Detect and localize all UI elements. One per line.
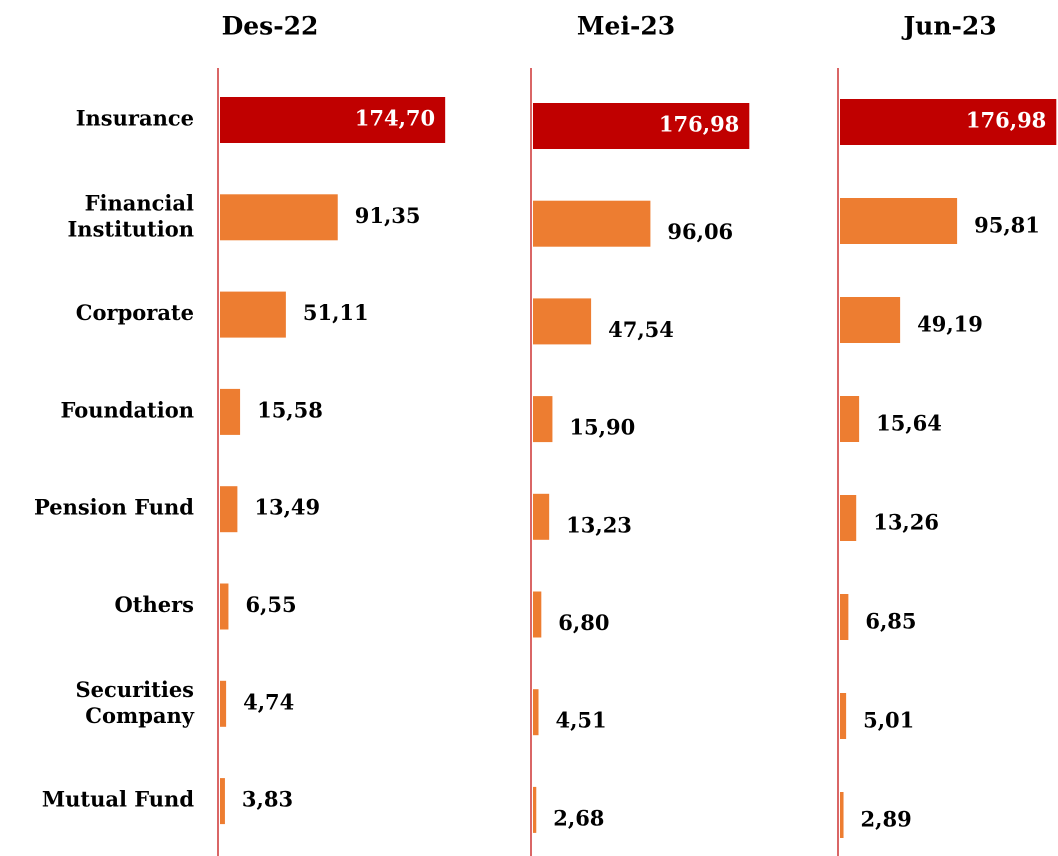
value-label: 51,11 [303,300,369,325]
bar [533,298,592,345]
value-label: 47,54 [608,317,674,342]
bar [220,486,238,533]
value-label: 13,23 [566,512,632,537]
category-label: Corporate [76,300,194,325]
bar [533,591,542,638]
bar [840,198,958,244]
category-label: Others [114,592,194,617]
value-label: 5,01 [863,708,914,733]
category-label: Foundation [60,397,194,422]
value-label: 6,80 [558,610,609,635]
bar [220,291,286,338]
category-label: Insurance [76,106,194,131]
bar [533,786,537,833]
bar [220,778,225,825]
bar [840,594,849,640]
value-label: 2,89 [861,807,912,832]
category-label: Mutual Fund [42,787,194,812]
value-label: 49,19 [917,312,983,337]
panel-title: Mei-23 [577,12,675,41]
value-label: 91,35 [355,203,421,228]
bar [533,200,651,247]
value-label: 3,83 [242,787,293,812]
bar [220,194,338,241]
value-label: 174,70 [355,106,435,131]
bar [840,495,857,541]
bar [840,693,847,739]
bar [840,792,844,838]
value-label: 95,81 [974,213,1040,238]
value-label: 6,55 [245,592,296,617]
bar [220,388,241,435]
bar [220,97,446,143]
value-label: 176,98 [966,108,1046,133]
value-label: 15,58 [257,397,323,422]
bar [840,297,901,343]
value-label: 13,49 [254,495,320,520]
value-label: 15,64 [876,411,942,436]
bar [533,396,553,443]
value-label: 13,26 [873,510,939,535]
value-label: 15,90 [569,415,635,440]
bar [533,103,750,149]
bar [220,583,229,630]
value-label: 6,85 [865,609,916,634]
value-label: 4,51 [556,708,607,733]
value-label: 2,68 [553,805,604,830]
panel-title: Des-22 [222,12,319,41]
value-label: 4,74 [243,689,294,714]
category-label: Financial Institution [67,190,194,241]
bar [840,99,1057,145]
bar [840,396,860,442]
bar [533,493,550,540]
value-label: 96,06 [667,219,733,244]
value-label: 176,98 [659,112,739,137]
category-label: Securities Company [76,676,195,727]
category-label: Pension Fund [34,495,194,520]
bar [220,680,227,727]
bar [533,689,539,736]
panel-title: Jun-23 [901,12,996,41]
